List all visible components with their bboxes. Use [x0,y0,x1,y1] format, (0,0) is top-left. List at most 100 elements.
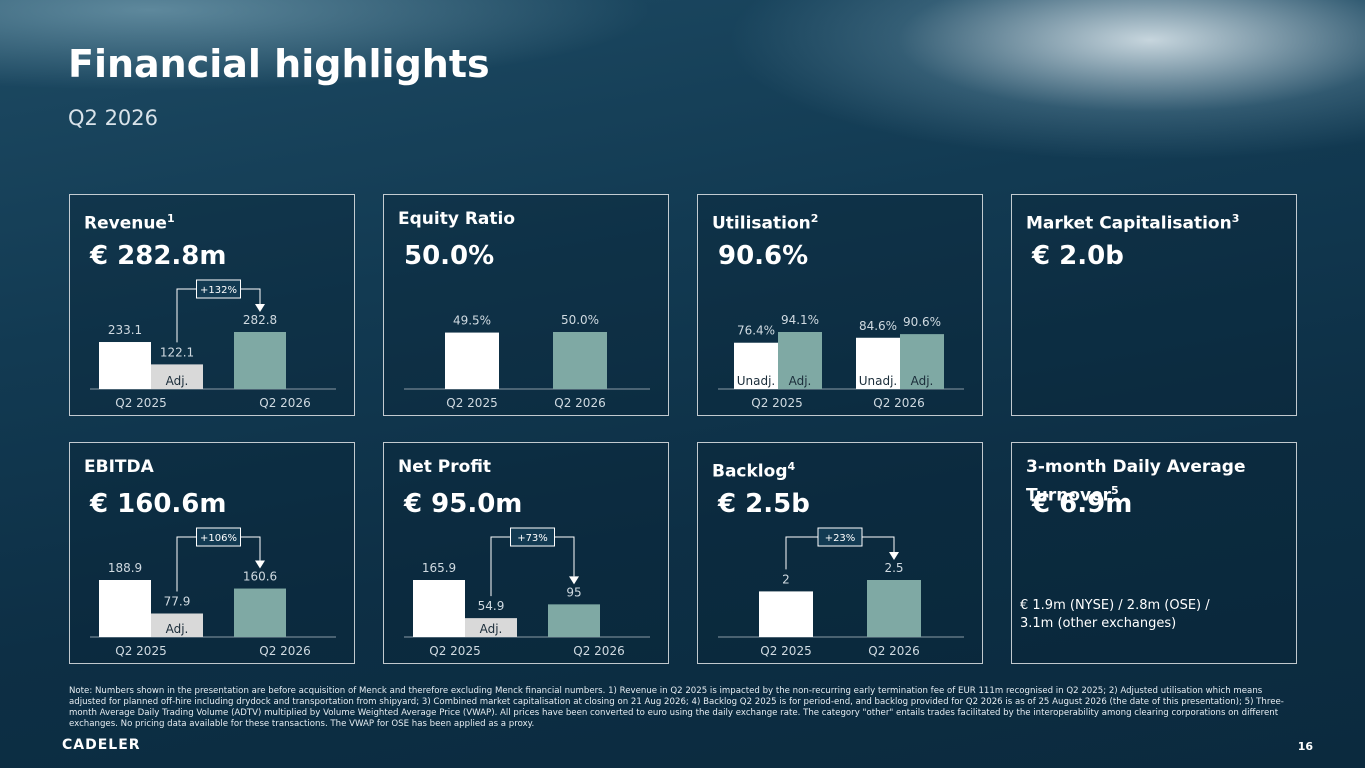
bar-chart: 165.9 54.9 Adj. 95 Q2 2025 Q2 2026 +73% [404,527,650,658]
value-label: 160.6 [243,570,277,584]
bar [548,604,600,637]
tile-title-text: 3-month Daily Average Turnover [1026,457,1246,506]
tile-title-text: Backlog [712,461,788,482]
tile-title-text: Net Profit [398,457,492,477]
bar [151,364,203,389]
bar-chart: 233.1 122.1 Adj. 282.8 Q2 2025 Q2 2026 +132% [90,279,336,410]
bar-tag: Adj. [166,622,189,636]
tile-title: Utilisation2 [712,207,962,236]
bar [234,332,286,389]
bar-tag: Unadj. [859,374,898,388]
headline: € 95.0m [404,489,523,519]
headline: 50.0% [404,241,495,271]
tile: Backlog4 € 2.5b 2 2.5 Q2 2025 Q2 2026 +23% [697,442,983,664]
footnote-ref: 3 [1231,212,1240,225]
tile-title-text: Market Capitalisation [1026,213,1232,234]
bar-chart: 49.5% 50.0% Q2 2025 Q2 2026 [404,313,650,410]
headline: € 6.9m [1032,489,1133,519]
logo: CADELER [62,737,141,753]
bar [151,613,203,637]
arrow-head [255,560,265,569]
bar [778,332,822,389]
title: Financial highlights [68,42,490,86]
growth-label: +23% [825,533,856,544]
headline: € 160.6m [90,489,227,519]
footnote-ref: 4 [787,460,796,473]
tile-title: Net Profit [398,455,648,479]
value-label: 49.5% [453,314,491,328]
value-label: 2.5 [884,561,903,575]
bar [856,337,900,389]
value-label: 94.1% [781,313,819,327]
category-label: Q2 2025 [751,396,802,410]
bar-tag: Adj. [480,622,503,636]
value-label: 188.9 [108,561,142,575]
subtitle: Q2 2026 [68,106,159,130]
category-label: Q2 2025 [115,396,166,410]
tile-title: 3-month Daily Average Turnover5 [1026,455,1276,508]
headline: € 2.5b [718,489,810,519]
category-label: Q2 2026 [873,396,924,410]
tile-title-text: Equity Ratio [398,209,516,229]
category-label: Q2 2026 [554,396,605,410]
tile: EBITDA € 160.6m 188.9 77.9 Adj. 160.6 Q2 2025 Q… [69,442,355,664]
bar [234,588,286,637]
value-label: 77.9 [164,594,191,608]
bar [99,580,151,637]
tile: Net Profit € 95.0m 165.9 54.9 Adj. 95 Q2 2025 Q… [383,442,669,664]
footnote-ref: 2 [810,212,819,225]
detail: € 1.9m (NYSE) / 2.8m (OSE) / 3.1m (other… [1020,598,1210,631]
value-label: 76.4% [737,324,775,338]
growth-box [817,527,863,547]
value-label: 84.6% [859,319,897,333]
tile-title-text: EBITDA [84,457,154,477]
headline: 90.6% [718,241,809,271]
footnote-ref: 5 [1111,484,1119,497]
value-label: 122.1 [160,345,194,359]
bar-tag: Adj. [911,374,934,388]
bar-tag: Unadj. [737,374,776,388]
category-label: Q2 2026 [868,644,919,658]
value-label: 165.9 [422,561,456,575]
bar-tag: Adj. [166,374,189,388]
tile-title: Market Capitalisation3 [1026,207,1276,236]
bar [867,580,921,637]
arrow-head [569,576,579,585]
growth-box [510,527,555,547]
value-label: 95 [566,585,581,599]
footnote-ref: 1 [166,212,175,225]
bar-chart: 188.9 77.9 Adj. 160.6 Q2 2025 Q2 2026 +106% [90,527,336,658]
growth-label: +106% [200,533,237,544]
growth-box [196,527,241,547]
page-number: 16 [1297,740,1313,753]
growth-label: +73% [517,533,548,544]
category-label: Q2 2025 [429,644,480,658]
bar-tag: Adj. [789,374,812,388]
bar [445,332,499,389]
bar [99,342,151,389]
bar [900,334,944,389]
bar [413,580,465,637]
category-label: Q2 2026 [259,396,310,410]
tile: Utilisation2 90.6% 76.4% Unadj. 94.1% Adj. 84.… [697,194,983,416]
growth-label: +132% [200,285,237,296]
category-label: Q2 2025 [760,644,811,658]
tile: Revenue1 € 282.8m 233.1 122.1 Adj. 282.8 Q2 20… [69,194,355,416]
tile: 3-month Daily Average Turnover5 € 6.9m € 1… [1011,442,1297,664]
bar-chart: 76.4% Unadj. 94.1% Adj. 84.6% Unadj. 90.6% Adj.… [718,313,964,410]
bar [553,332,607,389]
value-label: 282.8 [243,313,277,327]
headline: € 2.0b [1032,241,1124,271]
tile: Market Capitalisation3 € 2.0b [1011,194,1297,416]
tile-title: Backlog4 [712,455,962,484]
tile-title-text: Utilisation [712,213,811,234]
headline: € 282.8m [90,241,227,271]
value-label: 90.6% [903,315,941,329]
category-label: Q2 2025 [446,396,497,410]
note: Note: Numbers shown in the presentation … [69,686,1284,729]
value-label: 50.0% [561,313,599,327]
bar [759,591,813,637]
tile-title-text: Revenue [84,213,167,234]
growth-box [196,279,241,299]
value-label: 54.9 [478,599,505,613]
